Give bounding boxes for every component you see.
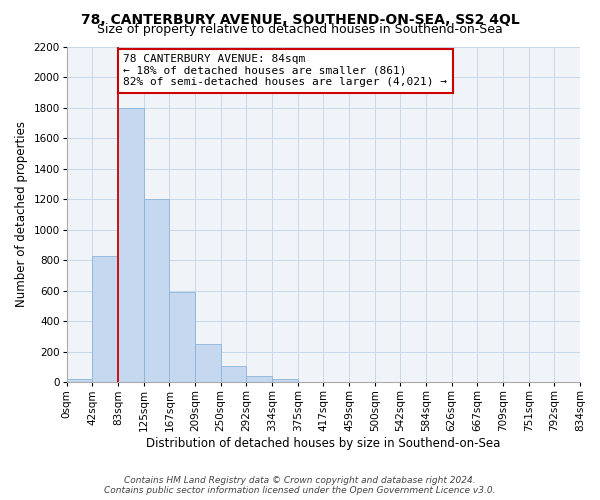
Bar bbox=[67, 380, 92, 382]
Text: Size of property relative to detached houses in Southend-on-Sea: Size of property relative to detached ho… bbox=[97, 22, 503, 36]
Text: 78 CANTERBURY AVENUE: 84sqm
← 18% of detached houses are smaller (861)
82% of se: 78 CANTERBURY AVENUE: 84sqm ← 18% of det… bbox=[123, 54, 447, 88]
Text: Contains HM Land Registry data © Crown copyright and database right 2024.
Contai: Contains HM Land Registry data © Crown c… bbox=[104, 476, 496, 495]
Bar bbox=[221, 366, 247, 382]
Bar bbox=[92, 256, 118, 382]
Bar bbox=[169, 292, 195, 382]
Bar bbox=[144, 199, 169, 382]
Y-axis label: Number of detached properties: Number of detached properties bbox=[15, 122, 28, 308]
Text: 78, CANTERBURY AVENUE, SOUTHEND-ON-SEA, SS2 4QL: 78, CANTERBURY AVENUE, SOUTHEND-ON-SEA, … bbox=[80, 12, 520, 26]
X-axis label: Distribution of detached houses by size in Southend-on-Sea: Distribution of detached houses by size … bbox=[146, 437, 500, 450]
Bar bbox=[195, 344, 221, 383]
Bar bbox=[247, 376, 272, 382]
Bar bbox=[118, 108, 144, 382]
Bar bbox=[272, 380, 298, 382]
